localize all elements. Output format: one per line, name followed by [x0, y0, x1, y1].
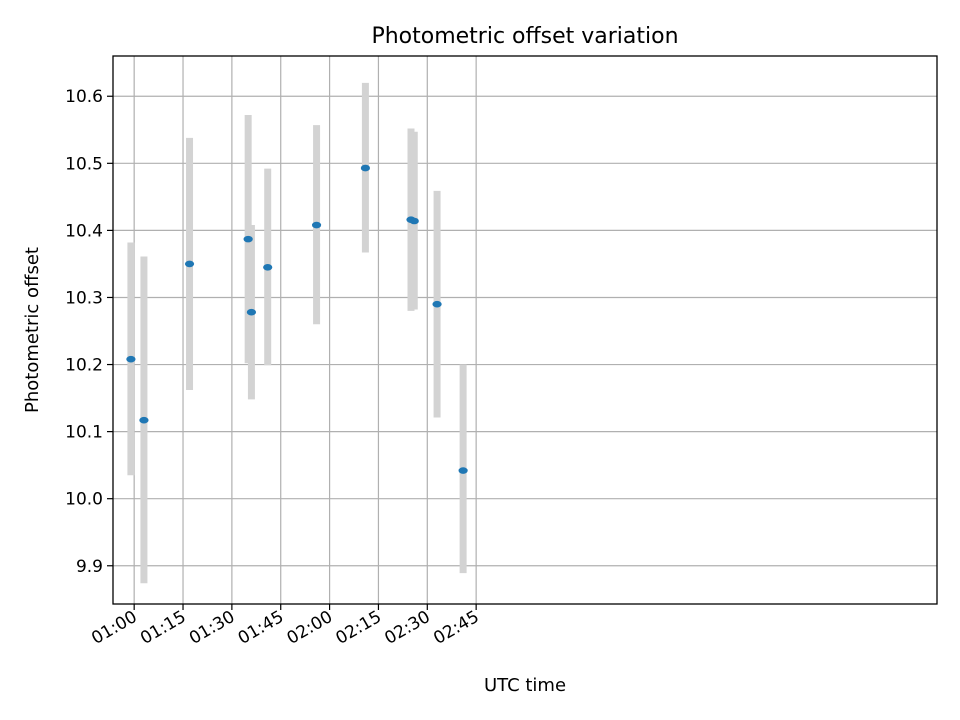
data-point [432, 300, 442, 308]
x-axis-label: UTC time [484, 675, 566, 696]
y-axis-ticks: 9.9 10.0 10.1 10.2 10.3 10.4 10.5 10.6 [65, 87, 113, 577]
y-tick-label: 10.5 [65, 154, 103, 174]
y-tick-label: 10.3 [65, 288, 103, 308]
data-point [263, 263, 273, 271]
y-tick-label: 10.0 [65, 490, 103, 510]
plot-frame [112, 55, 938, 605]
data-points [126, 164, 468, 474]
y-tick-label: 9.9 [76, 557, 103, 577]
data-point [311, 221, 322, 229]
data-point [360, 164, 371, 172]
data-point [458, 467, 468, 474]
chart-title: Photometric offset variation [371, 24, 678, 49]
data-point [139, 416, 149, 424]
y-tick-label: 10.1 [65, 423, 103, 443]
data-point [409, 217, 419, 225]
y-tick-label: 10.2 [65, 356, 103, 376]
data-point [246, 308, 257, 316]
y-tick-label: 10.4 [65, 221, 103, 241]
grid [113, 56, 937, 604]
y-axis-label: Photometric offset [22, 247, 43, 413]
data-point [243, 235, 253, 243]
y-tick-label: 10.6 [65, 87, 103, 107]
data-point [126, 355, 136, 363]
data-point [184, 260, 195, 268]
